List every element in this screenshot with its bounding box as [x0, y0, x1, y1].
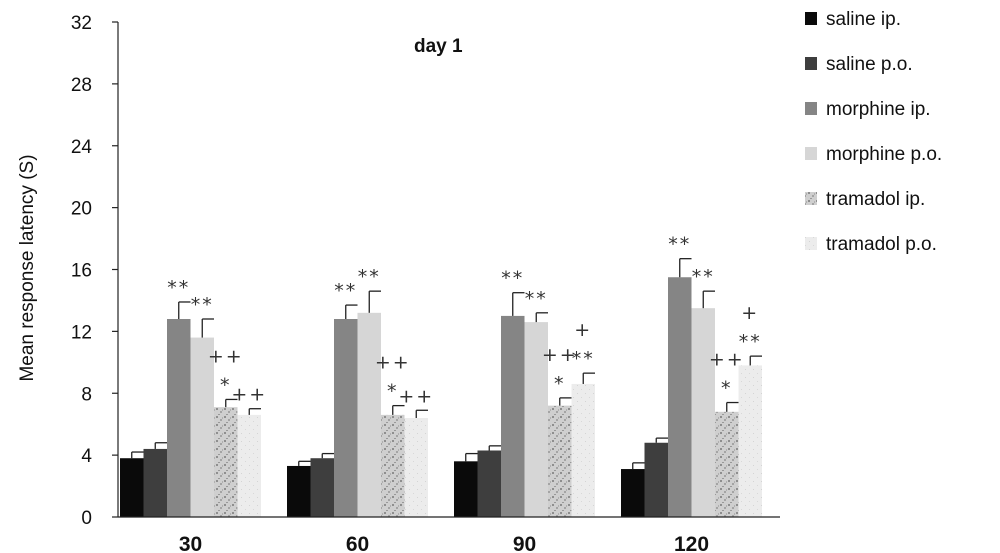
- legend-swatch: [805, 102, 817, 115]
- legend-label: saline ip.: [826, 9, 901, 30]
- legend-label: tramadol ip.: [826, 189, 925, 210]
- bar: [524, 322, 548, 517]
- significance-label: ++: [398, 385, 434, 407]
- significance-label: **: [572, 348, 595, 370]
- chart-title: day 1: [414, 36, 463, 57]
- legend-swatch: [805, 237, 817, 250]
- bar: [501, 315, 525, 517]
- plot-area: ****++* ++****++* ++****++*+******++*+**: [118, 234, 780, 518]
- significance-label: **: [167, 277, 190, 299]
- x-axis: 30 60 90 120: [179, 533, 709, 553]
- legend-swatch: [805, 147, 817, 160]
- legend-swatch: [805, 57, 817, 70]
- y-tick-label: 24: [71, 137, 93, 158]
- significance-label: ++: [709, 349, 745, 371]
- y-tick-label: 32: [71, 13, 92, 34]
- bar: [621, 469, 645, 517]
- significance-label: **: [692, 266, 715, 288]
- significance-label: **: [525, 288, 548, 310]
- significance-label: **: [668, 234, 691, 256]
- bar: [190, 337, 214, 517]
- y-tick-label: 20: [71, 199, 92, 220]
- bar: [237, 414, 261, 517]
- bar: [310, 458, 334, 517]
- y-tick-label: 4: [81, 446, 92, 467]
- bar: [548, 405, 572, 517]
- y-tick-label: 28: [71, 75, 92, 96]
- significance-label: +: [741, 302, 759, 324]
- significance-label: **: [334, 280, 357, 302]
- legend-label: tramadol p.o.: [826, 234, 937, 255]
- significance-label: **: [358, 266, 381, 288]
- bar: [167, 319, 191, 517]
- bar: [715, 411, 739, 517]
- bar: [644, 442, 668, 517]
- x-tick-label: 30: [179, 533, 202, 553]
- legend: saline ip. saline p.o. morphine ip. morphin…: [805, 9, 942, 255]
- significance-label: *: [721, 378, 733, 400]
- significance-label: **: [501, 268, 524, 290]
- y-tick-label: 12: [71, 322, 92, 343]
- y-axis-label: Mean response latency (S): [17, 154, 38, 381]
- bar: [381, 414, 405, 517]
- legend-label: saline p.o.: [826, 54, 913, 75]
- legend-swatch: [805, 12, 817, 25]
- bar: [477, 450, 501, 517]
- significance-label: ++: [231, 384, 267, 406]
- bar: [668, 277, 692, 517]
- significance-label: **: [739, 331, 762, 353]
- bar: [738, 365, 762, 517]
- significance-label: *: [220, 374, 232, 396]
- bar: [287, 465, 311, 517]
- legend-label: morphine p.o.: [826, 144, 942, 165]
- bar: [404, 418, 428, 517]
- x-tick-label: 90: [513, 533, 536, 553]
- bar: [454, 461, 478, 517]
- x-tick-label: 120: [674, 533, 709, 553]
- x-tick-label: 60: [346, 533, 369, 553]
- y-tick-label: 0: [81, 508, 92, 529]
- significance-label: ++: [208, 345, 244, 367]
- significance-label: ++: [375, 352, 411, 374]
- bar: [143, 448, 167, 517]
- bar: [571, 383, 595, 517]
- y-tick-label: 16: [71, 261, 92, 282]
- bar: [691, 308, 715, 517]
- bar: [357, 312, 381, 517]
- legend-swatch: [805, 192, 817, 205]
- significance-label: *: [387, 381, 399, 403]
- significance-label: *: [554, 373, 566, 395]
- significance-label: **: [191, 294, 214, 316]
- bar: [120, 458, 144, 517]
- significance-label: +: [574, 319, 592, 341]
- bar: [214, 407, 238, 517]
- legend-label: morphine ip.: [826, 99, 931, 120]
- y-tick-label: 8: [81, 384, 92, 405]
- significance-label: ++: [542, 344, 578, 366]
- y-axis: 0 4 8 12 16 20 24 28 32: [71, 13, 119, 529]
- bar: [334, 319, 358, 517]
